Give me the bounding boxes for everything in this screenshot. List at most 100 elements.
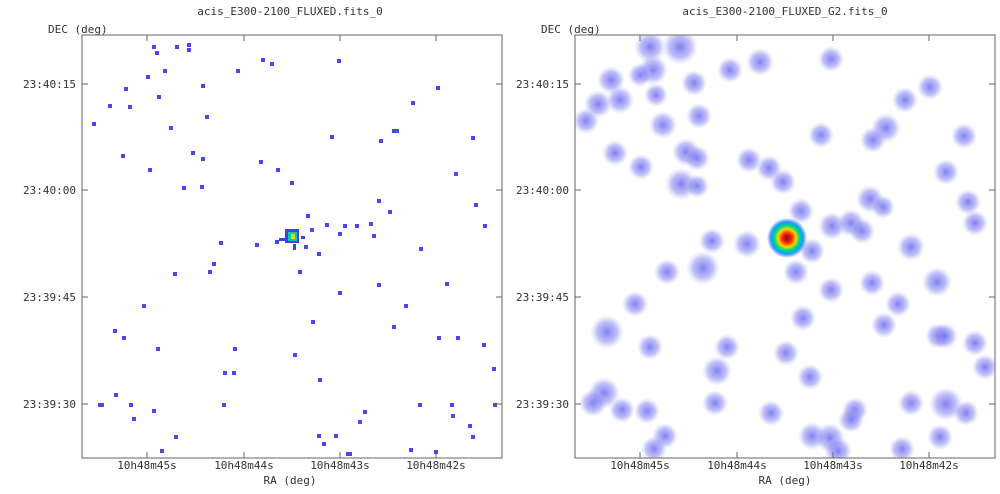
smoothed-blob bbox=[590, 315, 624, 349]
smoothed-blob bbox=[860, 127, 886, 153]
event-pixel bbox=[124, 87, 128, 91]
smoothed-blob bbox=[770, 169, 796, 195]
event-pixel bbox=[148, 168, 152, 172]
event-pixel bbox=[156, 347, 160, 351]
event-pixel bbox=[437, 336, 441, 340]
event-pixel bbox=[129, 403, 133, 407]
smoothed-blob bbox=[606, 86, 634, 114]
right-panel: acis_E300-2100_FLUXED_G2.fits_0 DEC (deg… bbox=[516, 5, 996, 487]
smoothed-blob bbox=[609, 397, 635, 423]
event-pixel bbox=[337, 59, 341, 63]
smoothed-blob bbox=[686, 251, 720, 285]
smoothed-blob bbox=[702, 356, 732, 386]
right-frame bbox=[574, 34, 996, 459]
event-pixel bbox=[114, 393, 118, 397]
event-pixel bbox=[212, 262, 216, 266]
event-pixel bbox=[450, 403, 454, 407]
smoothed-blob bbox=[579, 389, 607, 417]
event-pixel bbox=[222, 403, 226, 407]
smoothed-blob bbox=[892, 87, 918, 113]
event-pixel bbox=[404, 304, 408, 308]
event-pixel bbox=[152, 45, 156, 49]
event-pixel bbox=[317, 252, 321, 256]
right-ylabel: DEC (deg) bbox=[541, 23, 601, 36]
smoothed-blob bbox=[962, 210, 988, 236]
event-pixel bbox=[369, 222, 373, 226]
smoothed-blob bbox=[702, 390, 728, 416]
smoothed-blob bbox=[885, 291, 911, 317]
left-xlabel: RA (deg) bbox=[264, 474, 317, 487]
left-ticks: 10h48m45s 10h48m44s 10h48m43s 10h48m42s 23:4… bbox=[23, 35, 502, 472]
event-pixel bbox=[372, 234, 376, 238]
y-tick-label: 23:40:15 bbox=[23, 78, 76, 91]
smoothed-blob bbox=[602, 140, 628, 166]
x-tick-label: 10h48m43s bbox=[803, 459, 863, 472]
event-pixel bbox=[175, 45, 179, 49]
smoothed-blob bbox=[859, 270, 885, 296]
smoothed-blob bbox=[575, 108, 599, 134]
event-pixel bbox=[201, 157, 205, 161]
event-pixel bbox=[355, 224, 359, 228]
event-pixel bbox=[304, 245, 308, 249]
event-pixel bbox=[338, 232, 342, 236]
event-pixel bbox=[419, 247, 423, 251]
event-pixel bbox=[146, 75, 150, 79]
event-pixel bbox=[293, 353, 297, 357]
right-source bbox=[767, 218, 807, 258]
event-pixel bbox=[311, 320, 315, 324]
x-tick-label: 10h48m43s bbox=[310, 459, 370, 472]
y-tick-label: 23:39:30 bbox=[516, 398, 569, 411]
smoothed-blob bbox=[818, 46, 844, 72]
smoothed-blob bbox=[634, 398, 660, 424]
right-title: acis_E300-2100_FLUXED_G2.fits_0 bbox=[682, 5, 887, 18]
left-source bbox=[279, 229, 305, 250]
event-pixel bbox=[142, 304, 146, 308]
smoothed-blob bbox=[773, 340, 799, 366]
smoothed-blob bbox=[788, 198, 814, 224]
event-pixel bbox=[306, 214, 310, 218]
event-pixel bbox=[317, 434, 321, 438]
right-smoothed-blobs bbox=[575, 35, 995, 458]
y-tick-label: 23:39:45 bbox=[516, 291, 569, 304]
event-pixel bbox=[445, 282, 449, 286]
smoothed-blob bbox=[649, 111, 677, 139]
smoothed-blob bbox=[889, 436, 915, 458]
event-pixel bbox=[392, 325, 396, 329]
x-tick-label: 10h48m44s bbox=[707, 459, 767, 472]
event-pixel bbox=[276, 168, 280, 172]
smoothed-blob bbox=[871, 195, 895, 219]
event-pixel bbox=[259, 160, 263, 164]
event-pixel bbox=[200, 185, 204, 189]
event-pixel bbox=[377, 199, 381, 203]
event-pixel bbox=[205, 115, 209, 119]
event-pixel bbox=[113, 329, 117, 333]
left-title: acis_E300-2100_FLUXED.fits_0 bbox=[197, 5, 382, 18]
smoothed-blob bbox=[628, 154, 654, 180]
event-pixel bbox=[187, 48, 191, 52]
left-panel: acis_E300-2100_FLUXED.fits_0 DEC (deg) 1… bbox=[23, 5, 503, 487]
smoothed-blob bbox=[797, 364, 823, 390]
event-pixel bbox=[160, 449, 164, 453]
event-pixel bbox=[236, 69, 240, 73]
event-pixel bbox=[454, 172, 458, 176]
event-pixel bbox=[468, 424, 472, 428]
smoothed-blob bbox=[681, 70, 707, 96]
smoothed-blob bbox=[790, 305, 816, 331]
y-tick-label: 23:39:30 bbox=[23, 398, 76, 411]
event-pixel bbox=[343, 224, 347, 228]
smoothed-blob bbox=[849, 218, 875, 244]
smoothed-blob bbox=[783, 259, 809, 285]
event-pixel bbox=[377, 283, 381, 287]
event-pixel bbox=[255, 243, 259, 247]
event-pixel bbox=[232, 371, 236, 375]
x-tick-label: 10h48m45s bbox=[117, 459, 177, 472]
smoothed-blob bbox=[838, 407, 864, 433]
event-pixel bbox=[261, 58, 265, 62]
smoothed-blob bbox=[746, 48, 774, 76]
smoothed-blob bbox=[955, 189, 981, 215]
event-pixel bbox=[298, 270, 302, 274]
y-tick-label: 23:40:15 bbox=[516, 78, 569, 91]
event-pixel bbox=[152, 409, 156, 413]
smoothed-blob bbox=[953, 400, 979, 426]
smoothed-blob bbox=[824, 437, 852, 458]
